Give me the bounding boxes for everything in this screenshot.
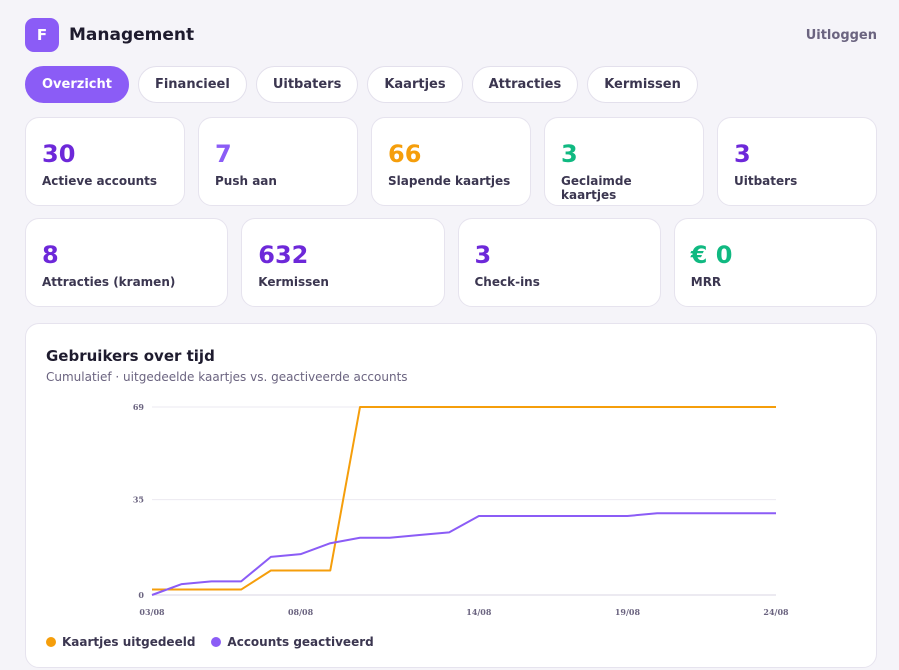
chart-subtitle: Cumulatief · uitgedeelde kaartjes vs. ge…	[46, 370, 408, 384]
legend-dot-icon	[46, 637, 56, 647]
chart-legend: Kaartjes uitgedeeld Accounts geactiveerd	[46, 635, 390, 649]
legend-item-accounts[interactable]: Accounts geactiveerd	[211, 635, 374, 649]
stat-label: Slapende kaartjes	[388, 174, 511, 188]
stat-card-attracties: 8 Attracties (kramen)	[25, 218, 229, 307]
tab-bar: Overzicht Financieel Uitbaters Kaartjes …	[25, 66, 707, 103]
logo-icon: F	[25, 18, 59, 52]
tab-uitbaters[interactable]: Uitbaters	[255, 66, 359, 103]
stat-card-push-aan: 7 Push aan	[198, 117, 358, 206]
stat-card-mrr: € 0 MRR	[673, 218, 877, 307]
tab-kaartjes[interactable]: Kaartjes	[367, 66, 463, 103]
x-tick-label: 08/08	[288, 607, 314, 617]
brand: F Management	[25, 18, 194, 52]
page-title: Management	[69, 25, 195, 45]
series-line-0	[152, 406, 776, 591]
stat-card-geclaimde-kaartjes: 3 Geclaimde kaartjes	[544, 117, 704, 206]
stat-value: 3	[734, 140, 751, 168]
tab-kermissen[interactable]: Kermissen	[587, 66, 698, 103]
tab-financieel[interactable]: Financieel	[137, 66, 247, 103]
stat-card-kermissen: 632 Kermissen	[241, 218, 445, 307]
legend-dot-icon	[211, 637, 222, 647]
legend-label: Accounts geactiveerd	[227, 635, 374, 649]
stat-card-slapende-kaartjes: 66 Slapende kaartjes	[371, 117, 531, 206]
stats-row-2: 8 Attracties (kramen) 632 Kermissen 3 Ch…	[25, 218, 877, 307]
stat-label: Attracties (kramen)	[42, 275, 176, 289]
stat-card-uitbaters: 3 Uitbaters	[717, 117, 877, 206]
stat-card-check-ins: 3 Check-ins	[457, 218, 661, 307]
y-tick-label: 0	[138, 590, 144, 600]
stat-value: 3	[474, 241, 492, 269]
series-line-1	[151, 512, 776, 596]
y-tick-label: 35	[133, 495, 144, 505]
stat-label: Push aan	[215, 174, 277, 188]
y-tick-label: 69	[133, 402, 145, 412]
stat-value: 8	[42, 241, 59, 269]
line-chart: 0 35 69 03/08 08/08 14/08 19/08 24/08	[133, 402, 789, 617]
stat-label: Kermissen	[258, 275, 329, 289]
x-tick-label: 19/08	[615, 607, 641, 617]
stat-value: € 0	[690, 241, 733, 269]
stat-label: Uitbaters	[734, 174, 798, 188]
chart-title: Gebruikers over tijd	[46, 347, 215, 365]
legend-label: Kaartjes uitgedeeld	[62, 635, 196, 649]
stat-value: 632	[258, 241, 309, 269]
stat-value: 66	[388, 140, 422, 168]
logout-link[interactable]: Uitloggen	[805, 27, 877, 43]
stat-card-actieve-accounts: 30 Actieve accounts	[25, 117, 185, 206]
tab-overzicht[interactable]: Overzicht	[25, 66, 129, 103]
stat-label: Geclaimde kaartjes	[561, 174, 632, 202]
header: F Management Uitloggen	[25, 18, 877, 52]
tab-attracties[interactable]: Attracties	[471, 66, 579, 103]
stat-value: 3	[561, 140, 578, 168]
stat-value: 7	[215, 140, 232, 168]
stat-value: 30	[42, 140, 76, 168]
stat-label: Check-ins	[474, 275, 540, 289]
chart-card: Gebruikers over tijd Cumulatief · uitged…	[25, 323, 877, 668]
legend-item-kaartjes[interactable]: Kaartjes uitgedeeld	[46, 635, 195, 649]
stat-label: MRR	[690, 275, 722, 289]
x-tick-label: 24/08	[763, 607, 789, 617]
stat-label: Actieve accounts	[42, 174, 158, 188]
x-tick-label: 14/08	[466, 607, 492, 617]
x-tick-label: 03/08	[139, 607, 165, 617]
stats-row-1: 30 Actieve accounts 7 Push aan 66 Slapen…	[25, 117, 877, 206]
